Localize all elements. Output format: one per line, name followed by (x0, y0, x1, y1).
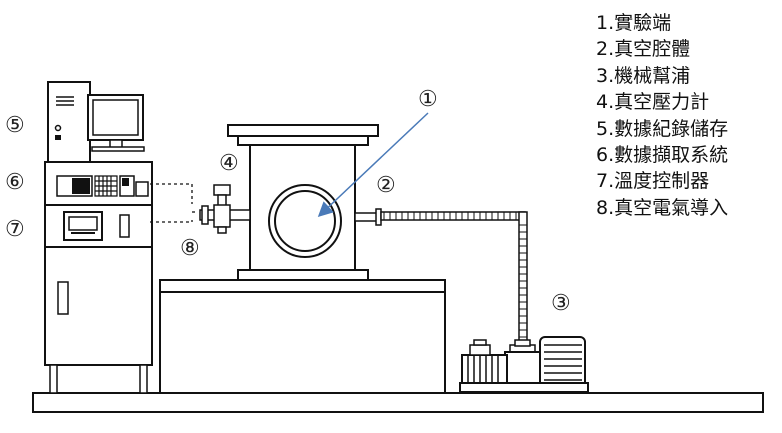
mechanical-pump (459, 336, 589, 393)
legend-item-experiment-end: 1.實驗端 (596, 12, 672, 34)
viewport (268, 184, 342, 258)
experiment-arrow (317, 112, 429, 218)
marker-4: ④ (219, 151, 239, 176)
marker-2: ② (376, 173, 396, 198)
vacuum-gauge (199, 184, 251, 234)
legend-item-mechanical-pump: 3.機械幫浦 (596, 64, 691, 87)
marker-3: ③ (551, 291, 571, 316)
legend-item-vacuum-chamber: 2.真空腔體 (596, 38, 691, 61)
base-platform (32, 392, 764, 413)
side-port (354, 212, 378, 222)
legend-item-vacuum-gauge: 4.真空壓力計 (596, 91, 710, 114)
vacuum-hose (380, 211, 528, 348)
marker-8: ⑧ (180, 236, 200, 261)
component-legend: 1.實驗端 2.真空腔體 3.機械幫浦 4.真空壓力計 5.數據紀錄儲存 6.數… (596, 10, 728, 221)
signal-lines (150, 183, 198, 223)
legend-item-data-storage: 5.數據紀錄儲存 (596, 117, 729, 140)
legend-item-data-acquisition: 6.數據擷取系統 (596, 144, 729, 167)
marker-5: ⑤ (5, 113, 25, 138)
control-cabinet (44, 81, 153, 394)
marker-6: ⑥ (5, 170, 25, 195)
bench (159, 279, 446, 394)
marker-1: ① (418, 87, 438, 112)
legend-item-electrical-feedthrough: 8.真空電氣導入 (596, 196, 729, 219)
marker-7: ⑦ (5, 217, 25, 242)
legend-item-temperature-controller: 7.溫度控制器 (596, 170, 710, 193)
